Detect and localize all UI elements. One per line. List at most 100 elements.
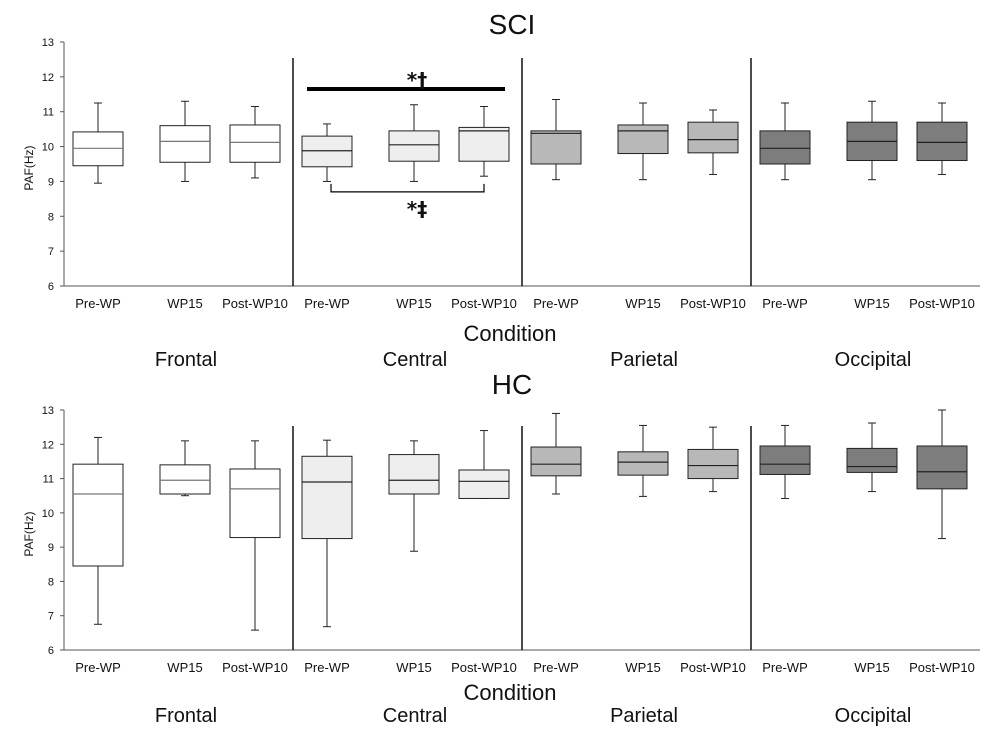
x-tick-label: Pre-WP	[75, 296, 121, 311]
y-tick-label: 7	[48, 246, 54, 258]
y-tick-label: 12	[42, 439, 54, 451]
box-frontal-pre-wp	[72, 436, 124, 625]
x-tick-label: WP15	[396, 660, 431, 675]
x-tick-label: WP15	[396, 296, 431, 311]
box-iqr	[530, 446, 582, 477]
y-tick-label: 8	[48, 211, 54, 223]
y-tick-label: 6	[48, 281, 54, 293]
box-iqr	[159, 464, 211, 495]
x-tick-label: Pre-WP	[762, 296, 808, 311]
box-iqr	[617, 124, 669, 155]
x-tick-label: Post-WP10	[909, 660, 975, 675]
box-iqr	[687, 448, 739, 480]
box-frontal-post-wp10	[229, 440, 281, 631]
region-label: Parietal	[610, 349, 678, 371]
box-iqr	[159, 125, 211, 163]
x-tick-label: WP15	[625, 660, 660, 675]
box-occipital-post-wp10	[916, 102, 968, 175]
y-tick-label: 9	[48, 542, 54, 554]
box-iqr	[229, 468, 281, 539]
box-iqr	[301, 455, 353, 540]
box-central-pre-wp	[301, 123, 353, 182]
box-iqr	[916, 445, 968, 490]
box-iqr	[388, 454, 440, 495]
chart-title: SCI	[489, 9, 536, 40]
region-label: Occipital	[835, 349, 912, 371]
box-central-wp15	[388, 104, 440, 182]
x-tick-label: WP15	[854, 660, 889, 675]
x-tick-label: WP15	[625, 296, 660, 311]
box-parietal-wp15	[617, 424, 669, 497]
region-label: Frontal	[155, 705, 217, 727]
y-tick-label: 12	[42, 72, 54, 84]
region-label: Frontal	[155, 349, 217, 371]
x-tick-label: Pre-WP	[533, 660, 579, 675]
chart-title: HC	[492, 369, 532, 400]
box-iqr	[617, 451, 669, 476]
box-frontal-post-wp10	[229, 105, 281, 179]
box-central-wp15	[388, 440, 440, 552]
y-tick-label: 7	[48, 611, 54, 623]
x-tick-label: Pre-WP	[75, 660, 121, 675]
x-tick-label: Post-WP10	[909, 296, 975, 311]
y-axis-label: PAF(Hz)	[22, 145, 36, 190]
significance-label: *‡	[407, 197, 427, 221]
box-iqr	[388, 130, 440, 162]
x-tick-label: WP15	[167, 296, 202, 311]
box-iqr	[458, 126, 510, 162]
box-frontal-wp15	[159, 440, 211, 497]
box-parietal-wp15	[617, 102, 669, 181]
x-tick-label: Pre-WP	[533, 296, 579, 311]
box-iqr	[916, 121, 968, 162]
x-tick-label: Pre-WP	[762, 660, 808, 675]
x-tick-label: Post-WP10	[222, 660, 288, 675]
x-tick-label: WP15	[854, 296, 889, 311]
y-tick-label: 11	[43, 107, 54, 119]
box-frontal-wp15	[159, 100, 211, 182]
box-iqr	[687, 121, 739, 154]
y-tick-label: 9	[48, 176, 54, 188]
box-iqr	[846, 447, 898, 473]
box-parietal-pre-wp	[530, 99, 582, 181]
box-iqr	[530, 130, 582, 165]
x-tick-label: Post-WP10	[680, 296, 746, 311]
y-axis-label: PAF(Hz)	[22, 511, 36, 556]
x-tick-label: Post-WP10	[451, 296, 517, 311]
box-iqr	[458, 469, 510, 499]
box-iqr	[301, 135, 353, 168]
y-tick-label: 6	[48, 645, 54, 657]
box-occipital-pre-wp	[759, 102, 811, 181]
x-tick-label: Post-WP10	[680, 660, 746, 675]
box-central-pre-wp	[301, 439, 353, 628]
box-iqr	[229, 124, 281, 163]
x-tick-label: Post-WP10	[222, 296, 288, 311]
significance-bracket	[330, 183, 485, 193]
box-iqr	[759, 445, 811, 475]
region-label: Parietal	[610, 705, 678, 727]
box-parietal-post-wp10	[687, 426, 739, 493]
region-label: Central	[383, 349, 447, 371]
box-parietal-post-wp10	[687, 109, 739, 175]
x-axis-label: Condition	[464, 680, 557, 705]
y-tick-label: 8	[48, 576, 54, 588]
box-occipital-post-wp10	[916, 409, 968, 540]
box-iqr	[72, 463, 124, 567]
significance-label: *†	[407, 68, 427, 92]
y-tick-label: 13	[42, 37, 54, 49]
box-frontal-pre-wp	[72, 102, 124, 184]
box-central-post-wp10	[458, 430, 510, 499]
x-axis-label: Condition	[464, 321, 557, 346]
box-central-post-wp10	[458, 105, 510, 177]
box-parietal-pre-wp	[530, 412, 582, 495]
x-tick-label: Post-WP10	[451, 660, 517, 675]
y-tick-label: 10	[42, 142, 54, 154]
x-tick-label: Pre-WP	[304, 296, 350, 311]
box-occipital-wp15	[846, 422, 898, 493]
y-tick-label: 11	[43, 474, 54, 486]
y-tick-label: 13	[42, 405, 54, 417]
box-occipital-pre-wp	[759, 424, 811, 499]
box-iqr	[759, 130, 811, 165]
x-tick-label: Pre-WP	[304, 660, 350, 675]
y-tick-label: 10	[42, 508, 54, 520]
